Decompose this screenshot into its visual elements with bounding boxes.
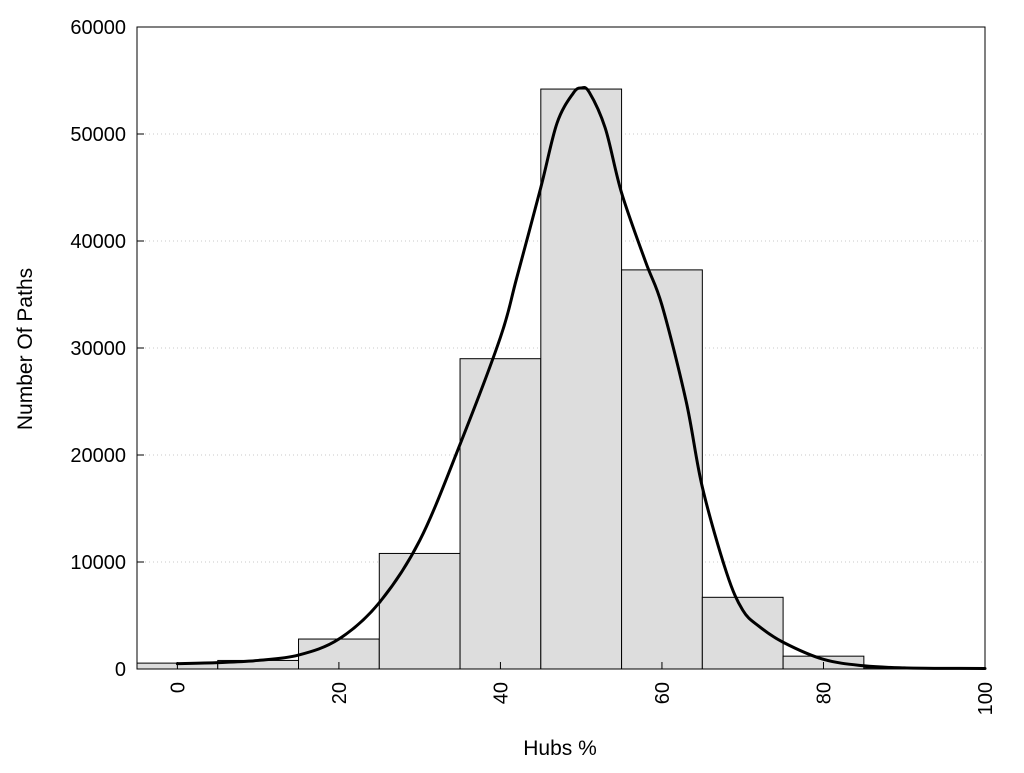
x-axis-title: Hubs % [523, 737, 597, 760]
x-tick-label-80: 80 [813, 682, 835, 704]
x-tick-label-20: 20 [329, 682, 351, 704]
x-tick-label-100: 100 [975, 682, 997, 715]
bar-50 [540, 88, 623, 670]
x-tick-label-60: 60 [652, 682, 674, 704]
bar-60 [621, 269, 703, 670]
x-tick-label-40: 40 [490, 682, 512, 704]
density-curve [175, 85, 987, 670]
x-tick-label-0: 0 [167, 682, 189, 693]
y-tick-label-40000: 40000 [70, 231, 126, 253]
y-tick-label-10000: 10000 [70, 552, 126, 574]
y-axis-title: Number Of Paths [14, 268, 37, 430]
y-tick-label-50000: 50000 [70, 124, 126, 146]
bar-40 [459, 358, 542, 670]
y-tick-label-0: 0 [115, 659, 126, 681]
y-tick-label-60000: 60000 [70, 17, 126, 39]
histogram-bars [136, 88, 946, 670]
axis-ticks: 0 10000 20000 30000 40000 50000 60000 0 20 40 60 80… [70, 17, 997, 715]
density-curve-group [175, 85, 987, 670]
bar-30 [378, 552, 461, 670]
y-tick-label-20000: 20000 [70, 445, 126, 467]
y-tick-label-30000: 30000 [70, 338, 126, 360]
